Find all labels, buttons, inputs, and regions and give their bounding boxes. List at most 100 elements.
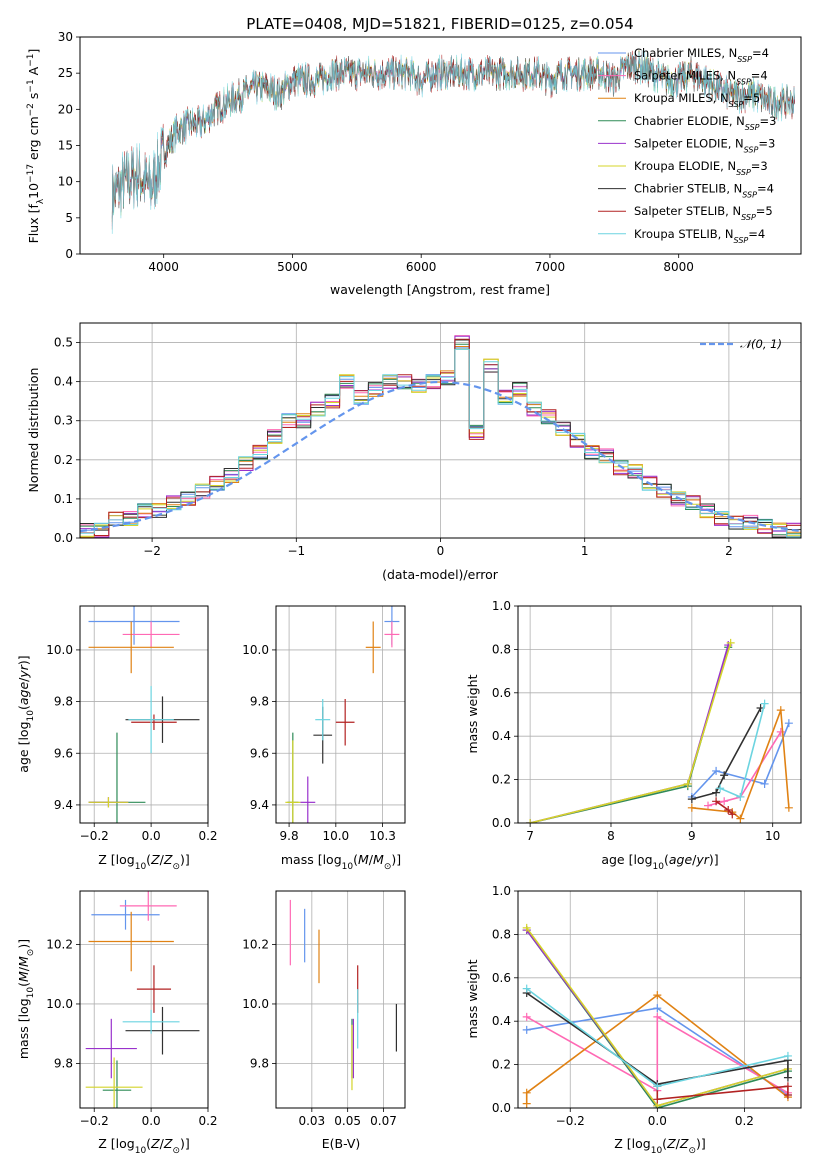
x-tick-label: 10.3 — [369, 829, 396, 843]
weight-line-7 — [526, 992, 789, 1085]
weight-lines — [526, 638, 793, 823]
residuals-plot-area: −2 −1 0 1 2 0.0 0.1 0.2 0.3 0.4 0.5 — [54, 323, 801, 558]
legend-label: Kroupa ELODIE, NSSP=3 — [634, 159, 768, 177]
y-tick-label: 10 — [58, 175, 73, 189]
x-tick-label: 8000 — [663, 260, 694, 274]
weight-vs-z-frame — [517, 890, 802, 1109]
y-tick-label: 10.0 — [242, 997, 269, 1011]
x-tick-label: 7000 — [535, 260, 566, 274]
weight-line-9 — [719, 703, 766, 799]
weight-marker — [712, 797, 721, 806]
legend-label: Chabrier MILES, NSSP=4 — [634, 46, 769, 64]
weight-marker — [776, 706, 785, 715]
x-tick-label: −2 — [143, 544, 161, 558]
weight-vs-z-ylabel: mass weight — [465, 959, 480, 1038]
weight-marker — [526, 819, 535, 823]
weight-vs-age-panel: 7 8 9 10 0.0 0.2 0.4 0.6 0.8 1.0 age [log10(age/y… — [465, 599, 802, 872]
age-vs-mass-panel: 9.8 10.0 10.3 9.4 9.6 9.8 10.0 mass [log10(M/M… — [242, 605, 406, 872]
histogram-step-8 — [80, 338, 801, 536]
y-tick-label: 0.3 — [54, 414, 73, 428]
weight-marker — [760, 699, 769, 708]
spectrum-ylabel: Flux [fλ10−17 erg cm−2 s−1 A−1] — [26, 49, 46, 244]
weight-marker — [653, 1012, 662, 1021]
weight-marker — [736, 792, 745, 801]
y-tick-label: 15 — [58, 139, 73, 153]
weight-marker — [704, 801, 713, 810]
weight-marker — [783, 1051, 792, 1060]
mass-vs-ebv-panel: 0.03 0.05 0.07 9.8 10.0 10.2 E(B-V) — [242, 890, 406, 1151]
age-vs-z-plot-area: −0.2 0.0 0.2 9.4 9.6 9.8 10.0 — [46, 606, 218, 843]
mass-vs-z-panel: −0.2 0.0 0.2 9.8 10.0 10.2 Z [log10(Z/Z⊙)] ma… — [16, 890, 218, 1156]
weight-marker — [522, 923, 531, 932]
x-tick-label: 9 — [688, 829, 696, 843]
weight-vs-age-xlabel: age [log10(age/yr)] — [601, 852, 718, 872]
age-vs-z-frame — [79, 605, 209, 824]
mass-vs-z-xlabel: Z [log10(Z/Z⊙)] — [98, 1136, 190, 1156]
weight-vs-z-plot-area: −0.2 0.0 0.2 0.0 0.2 0.4 0.6 0.8 1.0 — [492, 884, 801, 1128]
weight-marker — [687, 803, 696, 812]
x-tick-label: 0.03 — [298, 1114, 325, 1128]
weight-marker — [712, 766, 721, 775]
weight-marker — [784, 803, 793, 812]
weight-line-7 — [691, 707, 762, 800]
y-tick-label: 9.8 — [54, 695, 73, 709]
y-tick-label: 5 — [65, 211, 73, 225]
legend-label: Salpeter STELIB, NSSP=5 — [634, 204, 773, 222]
weight-vs-age-plot-area: 7 8 9 10 0.0 0.2 0.4 0.6 0.8 1.0 — [492, 599, 801, 843]
x-tick-label: 0.0 — [142, 829, 161, 843]
age-vs-mass-plot-area: 9.8 10.0 10.3 9.4 9.6 9.8 10.0 — [242, 606, 405, 843]
y-tick-label: 0.1 — [54, 492, 73, 506]
residuals-frame — [79, 322, 802, 539]
spectrum-frame — [79, 36, 802, 255]
weight-line-2 — [526, 1015, 789, 1094]
weight-vs-age-ylabel: mass weight — [465, 674, 480, 753]
y-tick-label: 0.5 — [54, 336, 73, 350]
y-tick-label: 9.8 — [250, 1056, 269, 1070]
y-tick-label: 0.8 — [492, 642, 511, 656]
x-tick-label: −0.2 — [80, 1114, 109, 1128]
spectrum-panel: 4000 5000 6000 7000 8000 0 5 10 15 20 25 30 wavelen… — [26, 30, 802, 297]
weight-marker — [653, 1095, 662, 1104]
y-tick-label: 10.0 — [242, 643, 269, 657]
weight-marker — [522, 1099, 531, 1108]
weight-vs-z-panel: −0.2 0.0 0.2 0.0 0.2 0.4 0.6 0.8 1.0 Z [log10(Z/… — [465, 884, 802, 1156]
weight-marker — [653, 1004, 662, 1013]
gaussian-legend-label: 𝒩(0, 1) — [740, 337, 782, 351]
weight-line-3 — [525, 994, 789, 1104]
y-tick-label: 0.0 — [492, 1101, 511, 1115]
mass-vs-z-plot-area: −0.2 0.0 0.2 9.8 10.0 10.2 — [46, 891, 218, 1128]
x-tick-label: 0.2 — [735, 1114, 754, 1128]
mass-vs-z-ylabel: mass [log10(M/M⊙)] — [16, 939, 36, 1059]
weight-line-8 — [656, 1085, 789, 1101]
y-tick-label: 0.4 — [54, 375, 73, 389]
gaussian-curve — [80, 380, 801, 533]
weight-line-5 — [529, 644, 729, 823]
x-tick-label: 10 — [765, 829, 780, 843]
weight-marker — [522, 1088, 531, 1097]
x-tick-label: 5000 — [277, 260, 308, 274]
x-tick-label: 7 — [526, 829, 534, 843]
y-tick-label: 10.2 — [242, 938, 269, 952]
spectrum-legend: Chabrier MILES, NSSP=4 Salpeter MILES, NS… — [598, 46, 776, 244]
errorbars — [285, 606, 400, 823]
weight-marker — [760, 779, 769, 788]
weight-marker — [716, 784, 725, 793]
spectrum-lines — [111, 49, 795, 234]
mass-vs-z-frame — [79, 890, 209, 1109]
x-tick-label: −0.2 — [80, 829, 109, 843]
weight-marker — [720, 771, 729, 780]
x-tick-label: 8 — [607, 829, 615, 843]
residuals-panel: −2 −1 0 1 2 0.0 0.1 0.2 0.3 0.4 0.5 (data-model)/e… — [26, 322, 802, 582]
weight-marker — [720, 797, 729, 806]
legend-label: Kroupa STELIB, NSSP=4 — [634, 227, 765, 245]
weight-marker — [784, 719, 793, 728]
weight-marker — [783, 1073, 792, 1082]
y-tick-label: 9.6 — [54, 746, 73, 760]
histogram-bars — [80, 335, 801, 538]
weight-marker — [776, 727, 785, 736]
x-tick-label: 6000 — [406, 260, 437, 274]
x-tick-label: 0.07 — [370, 1114, 397, 1128]
x-tick-label: 10.0 — [322, 829, 349, 843]
spectrum-line-9 — [111, 50, 795, 234]
figure-title: PLATE=0408, MJD=51821, FIBERID=0125, z=0… — [246, 15, 633, 33]
